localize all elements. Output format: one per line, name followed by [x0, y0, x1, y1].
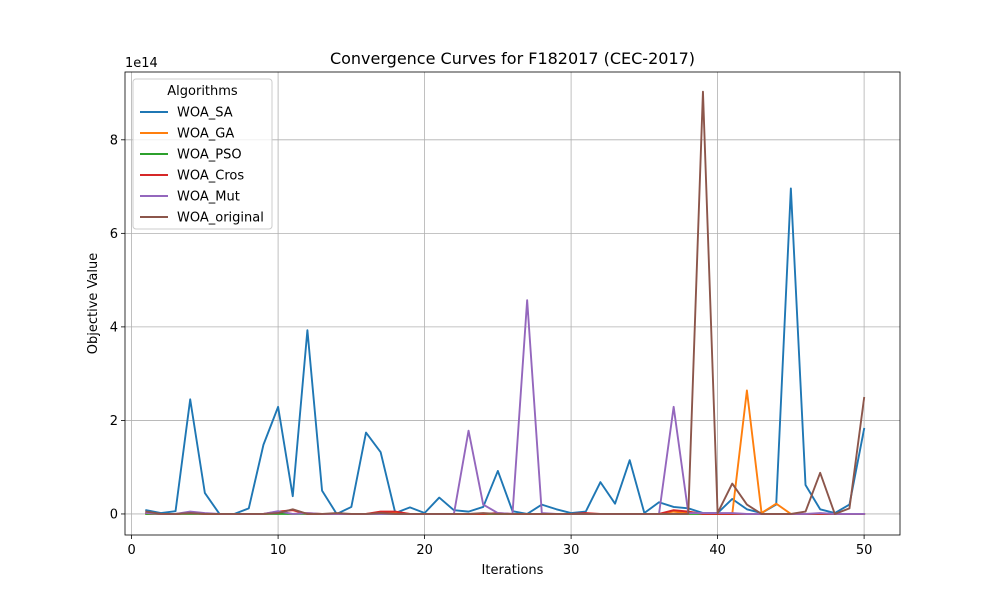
y-tick-label: 4	[110, 320, 118, 335]
series-line-woa-original	[145, 90, 866, 515]
legend-box	[132, 78, 273, 230]
x-axis-label: Iterations	[482, 563, 544, 578]
x-tick-label: 20	[416, 543, 433, 558]
y-offset-label: 1e14	[125, 56, 158, 71]
y-tick-label: 0	[110, 507, 118, 522]
legend-label-woa-sa: WOA_SA	[177, 106, 233, 121]
y-axis-label: Objective Value	[86, 253, 101, 354]
y-tick-label: 8	[110, 133, 118, 148]
plot-frame	[124, 71, 901, 536]
legend-label-woa-pso: WOA_PSO	[177, 148, 242, 163]
legend-label-woa-mut: WOA_Mut	[177, 190, 240, 205]
series-lines	[145, 90, 866, 515]
x-tick-label: 0	[127, 543, 135, 558]
axis-ticks: 0 10 20 30 40 50 0 2 4 6 8	[110, 133, 873, 558]
x-tick-label: 30	[563, 543, 580, 558]
x-tick-label: 10	[270, 543, 287, 558]
legend-title: Algorithms	[167, 84, 238, 99]
y-tick-label: 2	[110, 414, 118, 429]
legend-label-woa-original: WOA_original	[177, 211, 264, 226]
legend-label-woa-ga: WOA_GA	[177, 127, 234, 142]
y-tick-label: 6	[110, 227, 118, 242]
legend-label-woa-cros: WOA_Cros	[177, 169, 244, 184]
series-line-woa-sa	[145, 187, 866, 515]
x-tick-label: 40	[709, 543, 726, 558]
chart-title: Convergence Curves for F182017 (CEC-2017…	[330, 49, 695, 68]
legend: Algorithms WOA_SA WOA_GA WOA_PSO WOA_Cros WOA…	[132, 78, 273, 230]
x-tick-label: 50	[856, 543, 873, 558]
